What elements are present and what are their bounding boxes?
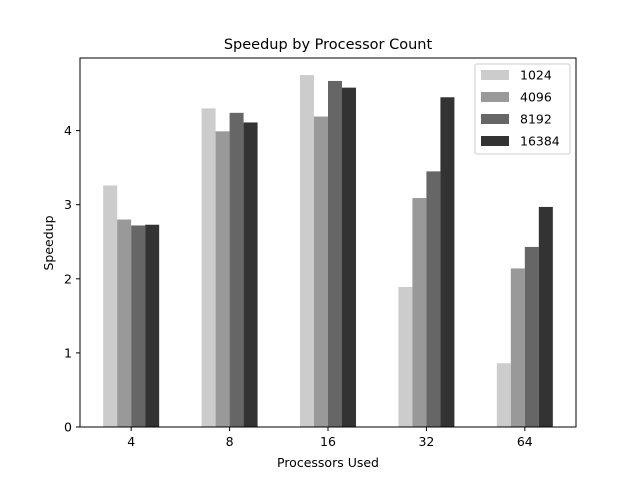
x-tick-label: 64 [517,434,533,449]
x-tick-label: 32 [418,434,434,449]
chart-title: Speedup by Processor Count [224,37,433,53]
x-axis-ticks: 4 8 16 32 64 [127,427,533,449]
y-tick-label: 3 [64,197,72,212]
legend: 1024 4096 8192 16384 [474,63,571,155]
bar-8192-8 [229,112,244,427]
x-tick-label: 4 [127,434,135,449]
legend-label-1024: 1024 [520,68,552,83]
bar-8192-16 [328,80,342,427]
x-tick-label: 16 [320,434,336,449]
legend-box [474,63,571,155]
bars-group [103,75,553,428]
bar-1024-16 [300,75,314,427]
bar-1024-32 [398,286,413,427]
y-tick-label: 4 [64,123,72,138]
bar-4096-4 [117,219,132,427]
bar-16384-32 [440,97,455,427]
x-tick-label: 8 [226,434,234,449]
bar-1024-4 [103,185,118,427]
y-axis-ticks: 0 1 2 3 4 [64,123,80,435]
bar-16384-8 [243,122,258,427]
x-axis-label: Processors Used [277,455,379,470]
bar-8192-4 [131,225,146,427]
legend-label-16384: 16384 [520,134,560,149]
y-tick-label: 2 [64,271,72,286]
bar-4096-16 [314,116,328,428]
bar-8192-64 [524,246,539,427]
bar-8192-32 [426,171,441,427]
bar-4096-64 [510,268,525,427]
bar-16384-16 [342,87,356,428]
bar-16384-4 [145,224,160,427]
y-tick-label: 1 [64,345,72,360]
bar-16384-64 [538,206,553,427]
y-tick-label: 0 [64,420,72,435]
legend-swatch-4096 [481,92,509,102]
legend-label-4096: 4096 [520,90,552,105]
bar-1024-64 [496,363,511,427]
legend-swatch-16384 [481,136,509,146]
y-axis-label: Speedup [41,215,56,270]
bar-4096-32 [412,198,427,427]
legend-swatch-1024 [481,70,509,80]
legend-swatch-8192 [481,114,509,124]
bar-4096-8 [215,131,230,428]
legend-label-8192: 8192 [520,112,552,127]
bar-1024-8 [201,108,216,427]
